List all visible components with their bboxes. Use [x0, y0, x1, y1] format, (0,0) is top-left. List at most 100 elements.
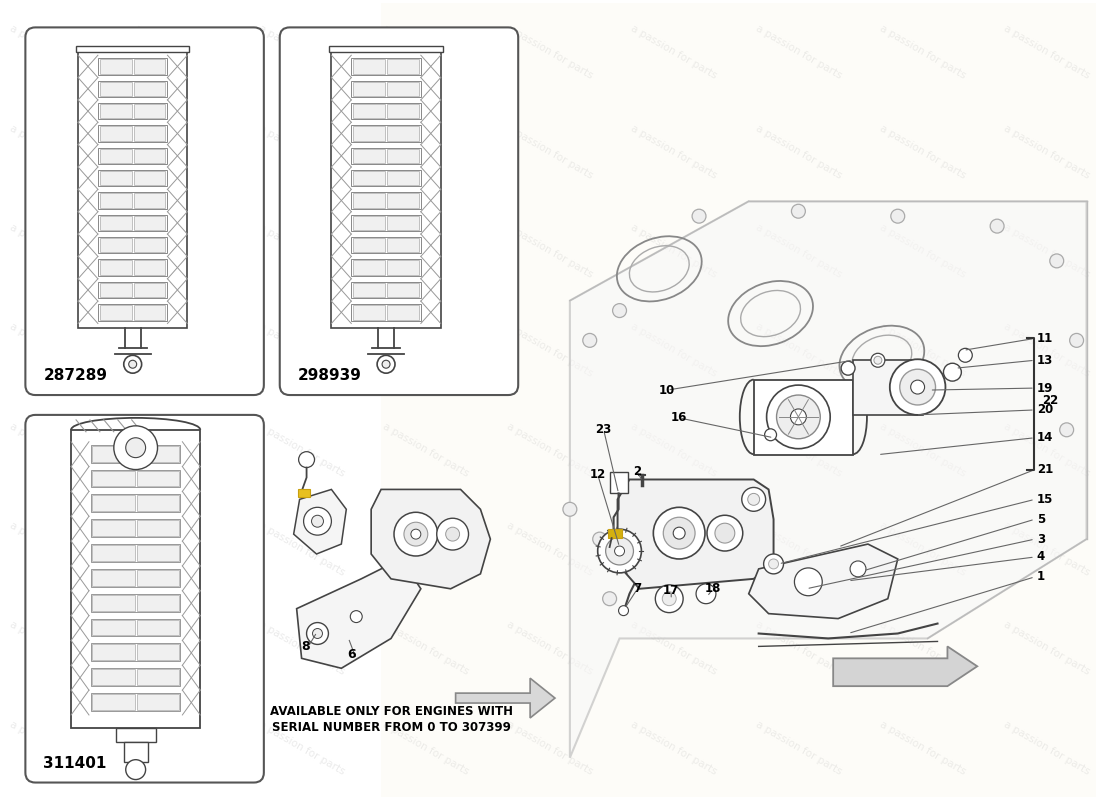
Circle shape [769, 559, 779, 569]
Bar [123, 742, 147, 762]
Text: a passion for parts: a passion for parts [133, 421, 222, 478]
Circle shape [597, 529, 641, 573]
Bar [134, 305, 165, 319]
Circle shape [741, 487, 766, 511]
Circle shape [890, 359, 946, 415]
Bar [98, 282, 167, 298]
Circle shape [125, 760, 145, 779]
Text: 13: 13 [1037, 354, 1053, 366]
Text: a passion for parts: a passion for parts [133, 719, 222, 777]
Bar [92, 446, 134, 462]
Text: a passion for parts: a passion for parts [505, 620, 595, 677]
Bar [100, 194, 132, 208]
Bar [609, 471, 627, 494]
Text: a passion for parts: a passion for parts [629, 222, 719, 280]
Text: SERIAL NUMBER FROM 0 TO 307399: SERIAL NUMBER FROM 0 TO 307399 [272, 722, 510, 734]
Circle shape [613, 304, 627, 318]
Circle shape [850, 561, 866, 577]
Bar [351, 282, 421, 298]
Text: a passion for parts: a passion for parts [256, 23, 346, 81]
Circle shape [891, 210, 904, 223]
Circle shape [656, 585, 683, 613]
Bar [100, 104, 132, 118]
Text: a passion for parts: a passion for parts [133, 123, 222, 180]
Bar [91, 693, 180, 711]
Bar [98, 192, 167, 209]
Text: a passion for parts: a passion for parts [9, 222, 98, 280]
Circle shape [606, 537, 634, 565]
Bar [353, 126, 385, 141]
Text: 10: 10 [659, 383, 675, 397]
Bar [98, 103, 167, 119]
Bar [98, 237, 167, 254]
Circle shape [696, 584, 716, 604]
Text: a passion for parts: a passion for parts [256, 421, 346, 478]
Circle shape [944, 363, 961, 381]
Text: a passion for parts: a passion for parts [9, 23, 98, 81]
Bar [387, 171, 419, 186]
Bar [353, 260, 385, 275]
Circle shape [767, 385, 830, 449]
Text: a passion for parts: a passion for parts [381, 322, 471, 379]
Text: AVAILABLE ONLY FOR ENGINES WITH: AVAILABLE ONLY FOR ENGINES WITH [270, 706, 513, 718]
Circle shape [437, 518, 469, 550]
Text: a passion for parts: a passion for parts [133, 222, 222, 280]
Circle shape [791, 204, 805, 218]
Bar [136, 619, 179, 635]
Bar [100, 216, 132, 230]
Bar [92, 470, 134, 486]
Text: 5: 5 [1037, 513, 1045, 526]
Text: a passion for parts: a passion for parts [878, 322, 967, 379]
FancyBboxPatch shape [25, 415, 264, 782]
Bar [134, 104, 165, 118]
Text: a passion for parts: a passion for parts [133, 620, 222, 677]
Bar [91, 643, 180, 662]
Bar [100, 126, 132, 141]
Bar [98, 259, 167, 276]
Circle shape [1069, 334, 1084, 347]
Text: a passion for parts: a passion for parts [1002, 322, 1091, 379]
Bar [92, 495, 134, 511]
Text: 1: 1 [1037, 570, 1045, 583]
FancyBboxPatch shape [279, 27, 518, 395]
Text: a passion for parts: a passion for parts [629, 322, 719, 379]
Bar [134, 194, 165, 208]
Circle shape [707, 515, 743, 551]
Circle shape [662, 592, 676, 606]
Text: a passion for parts: a passion for parts [133, 322, 222, 379]
Text: a passion for parts: a passion for parts [878, 520, 967, 578]
Text: a passion for parts: a passion for parts [256, 222, 346, 280]
Bar [98, 58, 167, 74]
Text: 311401: 311401 [43, 756, 107, 770]
Text: 21: 21 [1037, 463, 1053, 476]
Polygon shape [833, 646, 977, 686]
Bar [353, 194, 385, 208]
Text: a passion for parts: a passion for parts [256, 322, 346, 379]
Text: 23: 23 [595, 423, 612, 436]
Text: 20: 20 [1037, 403, 1053, 417]
Text: 2: 2 [634, 465, 641, 478]
Bar [351, 259, 421, 276]
Polygon shape [617, 479, 773, 589]
Bar [98, 126, 167, 142]
Bar [387, 260, 419, 275]
Circle shape [794, 568, 822, 596]
Bar [100, 282, 132, 297]
Bar [136, 495, 179, 511]
Text: 15: 15 [1037, 493, 1053, 506]
Text: a passion for parts: a passion for parts [754, 322, 844, 379]
Circle shape [382, 360, 390, 368]
Bar [78, 50, 187, 329]
Bar [92, 570, 134, 586]
Bar [98, 304, 167, 321]
Text: 17: 17 [663, 584, 680, 598]
Bar [98, 81, 167, 97]
Circle shape [763, 554, 783, 574]
Text: a passion for parts: a passion for parts [1002, 23, 1091, 81]
Circle shape [298, 452, 315, 467]
Bar [387, 238, 419, 253]
Bar [351, 192, 421, 209]
Bar [387, 305, 419, 319]
Bar [351, 214, 421, 231]
Bar [353, 59, 385, 74]
